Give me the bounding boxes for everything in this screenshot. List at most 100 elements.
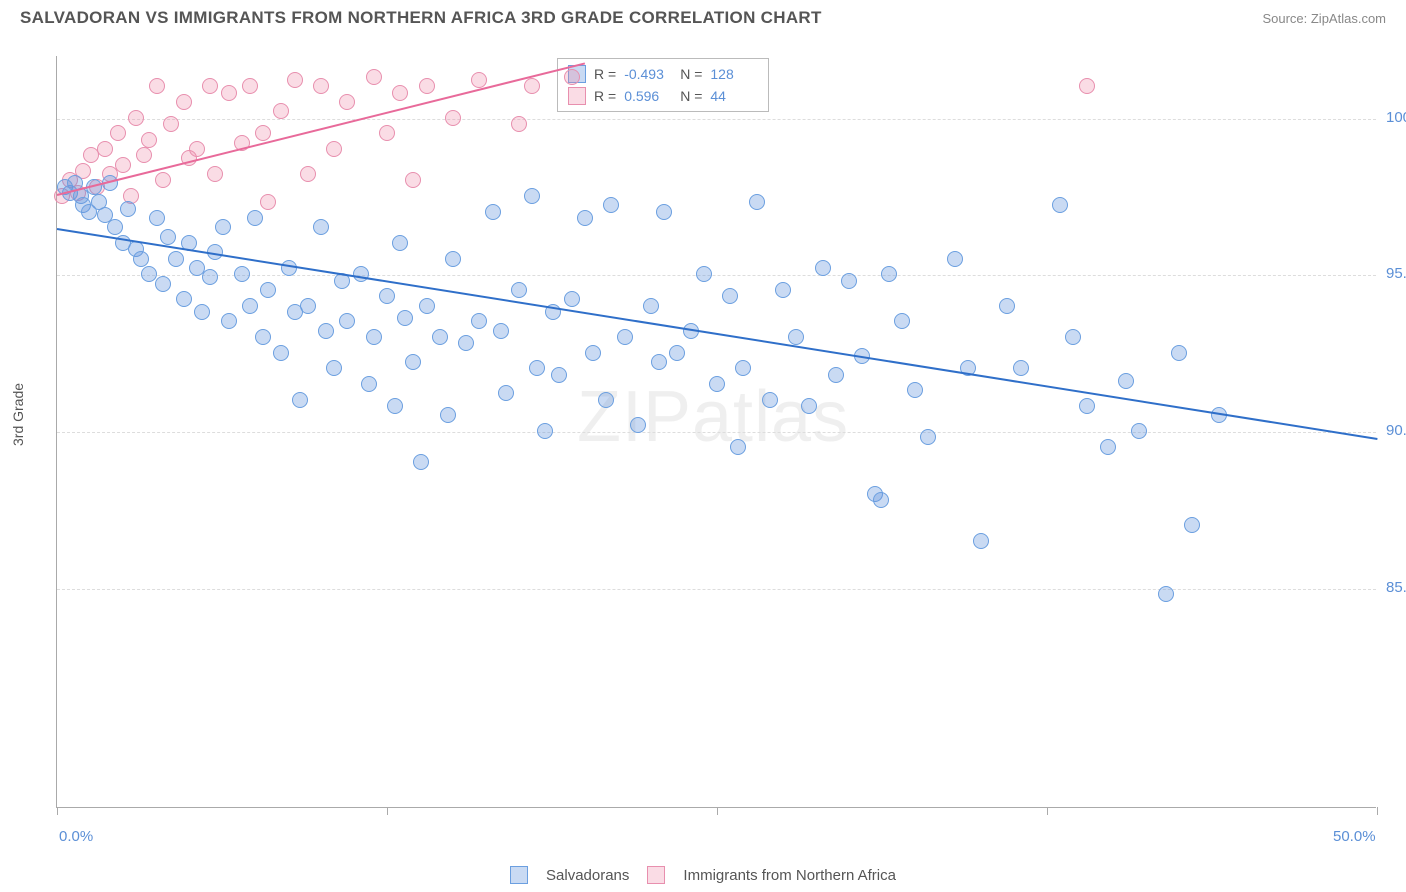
- r-label: R =: [594, 63, 616, 85]
- scatter-point-series1: [149, 210, 165, 226]
- scatter-point-series1: [1184, 517, 1200, 533]
- r-label: R =: [594, 85, 616, 107]
- scatter-point-series2: [313, 78, 329, 94]
- scatter-point-series1: [202, 269, 218, 285]
- scatter-point-series2: [564, 69, 580, 85]
- scatter-point-series1: [120, 201, 136, 217]
- chart-title: SALVADORAN VS IMMIGRANTS FROM NORTHERN A…: [20, 8, 822, 28]
- scatter-point-series1: [281, 260, 297, 276]
- scatter-point-series1: [947, 251, 963, 267]
- scatter-point-series1: [273, 345, 289, 361]
- scatter-point-series1: [709, 376, 725, 392]
- scatter-point-series1: [511, 282, 527, 298]
- y-axis-title: 3rd Grade: [10, 383, 26, 446]
- stats-row-series2: R = 0.596 N = 44: [568, 85, 758, 107]
- scatter-point-series2: [1079, 78, 1095, 94]
- scatter-point-series1: [387, 398, 403, 414]
- y-tick-label: 90.0%: [1386, 422, 1406, 439]
- scatter-point-series1: [585, 345, 601, 361]
- scatter-point-series1: [1118, 373, 1134, 389]
- scatter-point-series2: [300, 166, 316, 182]
- correlation-stats-box: R = -0.493 N = 128 R = 0.596 N = 44: [557, 58, 769, 112]
- scatter-point-series1: [749, 194, 765, 210]
- scatter-point-series1: [1158, 586, 1174, 602]
- scatter-point-series2: [176, 94, 192, 110]
- scatter-point-series1: [498, 385, 514, 401]
- x-tick: [1047, 807, 1048, 815]
- chart-plot-area: ZIPatlas R = -0.493 N = 128 R = 0.596 N …: [56, 56, 1376, 808]
- scatter-point-series1: [221, 313, 237, 329]
- scatter-point-series1: [999, 298, 1015, 314]
- scatter-point-series1: [669, 345, 685, 361]
- scatter-point-series1: [405, 354, 421, 370]
- scatter-point-series1: [722, 288, 738, 304]
- scatter-point-series1: [1131, 423, 1147, 439]
- scatter-point-series2: [221, 85, 237, 101]
- scatter-point-series1: [894, 313, 910, 329]
- scatter-point-series1: [1013, 360, 1029, 376]
- scatter-point-series1: [651, 354, 667, 370]
- scatter-point-series1: [485, 204, 501, 220]
- x-tick: [387, 807, 388, 815]
- scatter-point-series2: [141, 132, 157, 148]
- scatter-point-series1: [419, 298, 435, 314]
- scatter-point-series2: [136, 147, 152, 163]
- scatter-point-series2: [189, 141, 205, 157]
- gridline: [57, 589, 1376, 590]
- scatter-point-series1: [1065, 329, 1081, 345]
- scatter-point-series1: [339, 313, 355, 329]
- scatter-point-series1: [107, 219, 123, 235]
- scatter-point-series2: [149, 78, 165, 94]
- scatter-point-series2: [128, 110, 144, 126]
- legend-swatch-series1: [510, 866, 528, 884]
- r-value-series1: -0.493: [624, 63, 672, 85]
- scatter-point-series1: [801, 398, 817, 414]
- gridline: [57, 432, 1376, 433]
- scatter-point-series2: [405, 172, 421, 188]
- scatter-point-series1: [598, 392, 614, 408]
- scatter-point-series2: [419, 78, 435, 94]
- scatter-point-series1: [413, 454, 429, 470]
- scatter-point-series1: [432, 329, 448, 345]
- y-tick-label: 95.0%: [1386, 265, 1406, 282]
- scatter-point-series2: [524, 78, 540, 94]
- y-tick-label: 100.0%: [1386, 109, 1406, 126]
- scatter-point-series1: [176, 291, 192, 307]
- scatter-point-series2: [511, 116, 527, 132]
- scatter-point-series2: [115, 157, 131, 173]
- scatter-point-series1: [168, 251, 184, 267]
- scatter-point-series2: [255, 125, 271, 141]
- scatter-point-series1: [920, 429, 936, 445]
- scatter-point-series1: [788, 329, 804, 345]
- scatter-point-series1: [155, 276, 171, 292]
- scatter-point-series1: [1052, 197, 1068, 213]
- scatter-point-series1: [247, 210, 263, 226]
- scatter-point-series1: [537, 423, 553, 439]
- scatter-point-series1: [361, 376, 377, 392]
- scatter-point-series1: [242, 298, 258, 314]
- x-tick-label: 0.0%: [59, 828, 93, 845]
- scatter-point-series1: [353, 266, 369, 282]
- scatter-point-series2: [339, 94, 355, 110]
- scatter-point-series2: [445, 110, 461, 126]
- stats-row-series1: R = -0.493 N = 128: [568, 63, 758, 85]
- gridline: [57, 275, 1376, 276]
- scatter-point-series1: [471, 313, 487, 329]
- scatter-point-series1: [529, 360, 545, 376]
- scatter-point-series2: [242, 78, 258, 94]
- scatter-point-series1: [215, 219, 231, 235]
- scatter-point-series1: [255, 329, 271, 345]
- scatter-point-series1: [493, 323, 509, 339]
- scatter-point-series1: [643, 298, 659, 314]
- x-tick: [57, 807, 58, 815]
- scatter-point-series2: [287, 72, 303, 88]
- scatter-point-series2: [326, 141, 342, 157]
- scatter-point-series1: [696, 266, 712, 282]
- scatter-point-series1: [630, 417, 646, 433]
- n-label: N =: [680, 63, 702, 85]
- scatter-point-series2: [471, 72, 487, 88]
- scatter-point-series2: [260, 194, 276, 210]
- scatter-point-series1: [524, 188, 540, 204]
- scatter-point-series2: [110, 125, 126, 141]
- scatter-point-series1: [397, 310, 413, 326]
